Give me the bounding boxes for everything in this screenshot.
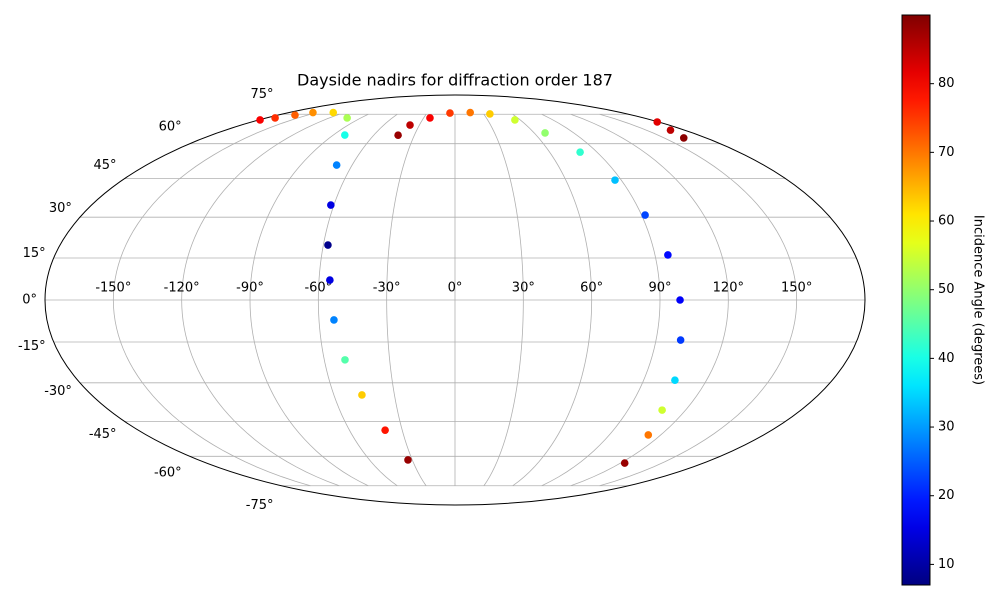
x-tick-label: -120° [164, 281, 200, 296]
data-point [611, 176, 619, 184]
grid-line [181, 113, 340, 487]
y-tick-label: 0° [22, 293, 37, 308]
grid-line [249, 113, 369, 487]
colorbar [901, 14, 931, 586]
data-point [329, 108, 338, 117]
data-point [327, 201, 335, 209]
data-point [644, 431, 653, 439]
data-point [332, 161, 341, 169]
data-point [511, 116, 519, 124]
grid-line [386, 114, 427, 486]
grid-line [512, 113, 593, 487]
grid-line [112, 113, 311, 487]
data-point [330, 316, 338, 324]
data-point [620, 459, 629, 467]
y-tick-label: 75° [250, 87, 273, 102]
y-tick-label: -75° [246, 498, 274, 513]
data-point [406, 121, 414, 129]
y-tick-label: 15° [23, 246, 46, 261]
data-point [671, 376, 679, 384]
data-point [466, 108, 475, 117]
y-tick-label: -15° [18, 339, 46, 354]
x-tick-label: 30° [512, 281, 535, 296]
colorbar-tick-label: 80 [938, 76, 955, 91]
colorbar-tick-label: 60 [938, 214, 955, 229]
grid-line [541, 113, 661, 487]
data-point [658, 406, 666, 414]
x-tick-label: -90° [236, 281, 264, 296]
data-point [641, 211, 649, 219]
data-point [426, 114, 434, 122]
grid-line [570, 113, 729, 487]
data-point [358, 391, 366, 399]
x-tick-label: -30° [373, 281, 401, 296]
chart-title: Dayside nadirs for diffraction order 187 [297, 71, 613, 90]
data-point [666, 126, 675, 134]
data-point [309, 108, 317, 117]
data-point [679, 134, 688, 142]
grid-line [599, 113, 798, 487]
data-point [271, 114, 279, 122]
data-point [576, 148, 584, 156]
y-tick-label: 60° [159, 119, 182, 134]
x-tick-label: 60° [580, 281, 603, 296]
colorbar-tick-label: 30 [938, 420, 955, 435]
data-point [291, 111, 299, 119]
data-point [676, 336, 685, 344]
colorbar-tick-label: 10 [938, 557, 955, 572]
data-point [326, 276, 334, 284]
x-tick-label: 0° [448, 281, 463, 296]
data-point [381, 426, 389, 434]
x-tick-label: 150° [781, 281, 812, 296]
data-point [541, 129, 549, 137]
data-point [256, 116, 264, 124]
colorbar-tick-label: 40 [938, 351, 955, 366]
x-tick-label: 120° [713, 281, 744, 296]
x-tick-label: -150° [95, 281, 131, 296]
grid-line [317, 113, 398, 487]
data-point [404, 456, 412, 464]
data-point [486, 110, 494, 118]
colorbar-tick-label: 50 [938, 282, 955, 297]
data-point [341, 356, 349, 364]
data-point [664, 251, 672, 259]
data-point [324, 241, 332, 249]
grid-line [483, 114, 524, 486]
data-point [394, 131, 402, 140]
data-point [446, 109, 454, 117]
y-tick-label: -45° [89, 427, 117, 442]
data-point [653, 118, 662, 126]
y-tick-label: -30° [44, 384, 72, 399]
y-tick-label: -60° [154, 466, 182, 481]
map-boundary [44, 94, 866, 506]
x-tick-label: 90° [648, 281, 671, 296]
y-tick-label: 30° [49, 201, 72, 216]
colorbar-tick-label: 20 [938, 488, 955, 503]
data-point [341, 131, 349, 139]
data-point [343, 114, 351, 122]
data-point [676, 296, 684, 304]
y-tick-label: 45° [94, 158, 117, 173]
x-tick-label: -60° [304, 281, 332, 296]
colorbar-tick-label: 70 [938, 145, 955, 160]
colorbar-label: Incidence Angle (degrees) [971, 215, 986, 385]
